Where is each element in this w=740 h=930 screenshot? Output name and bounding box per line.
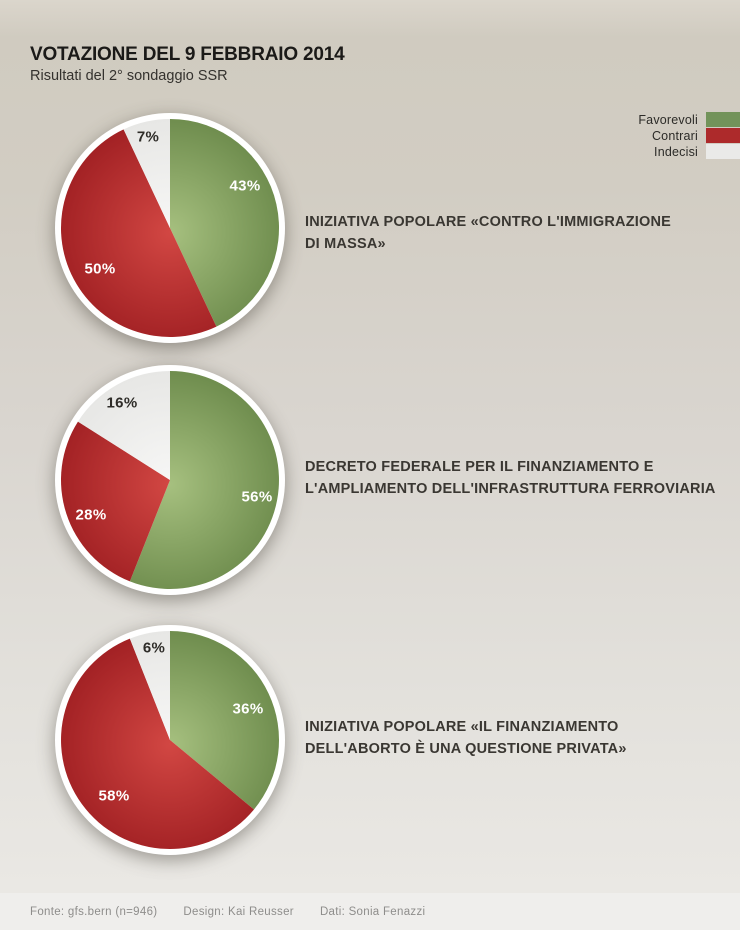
legend-label-contrari: Contrari bbox=[651, 128, 698, 143]
pie-chart-immigrazione-svg bbox=[55, 113, 285, 343]
legend-swatch-favorevoli-icon bbox=[706, 112, 740, 127]
chart-title-line: INIZIATIVA POPOLARE «CONTRO L'IMMIGRAZIO… bbox=[305, 214, 672, 230]
chart-title-line: DECRETO FEDERALE PER IL FINANZIAMENTO E bbox=[305, 459, 654, 475]
legend-label-favorevoli: Favorevoli bbox=[638, 112, 698, 127]
legend-swatch-contrari-icon bbox=[706, 128, 740, 143]
chart-title-line: INIZIATIVA POPOLARE «IL FINANZIAMENTO bbox=[305, 719, 619, 735]
pie-label-favorevoli: 43% bbox=[229, 177, 261, 195]
pie-chart-aborto-svg bbox=[55, 625, 285, 855]
legend-row-indecisi: Indecisi bbox=[638, 144, 740, 159]
pie-chart-ferroviaria: 56% 28% 16% bbox=[55, 365, 285, 595]
page-title: VOTAZIONE DEL 9 FEBBRAIO 2014 bbox=[30, 44, 345, 65]
legend-label-indecisi: Indecisi bbox=[654, 144, 698, 159]
chart-title-immigrazione: INIZIATIVA POPOLARE «CONTRO L'IMMIGRAZIO… bbox=[305, 212, 735, 255]
legend-row-favorevoli: Favorevoli bbox=[638, 112, 740, 127]
legend-row-contrari: Contrari bbox=[638, 128, 740, 143]
pie-chart-immigrazione: 43% 50% 7% bbox=[55, 113, 285, 343]
footer-design: Design: Kai Reusser bbox=[183, 905, 294, 918]
pie-label-contrari: 50% bbox=[84, 260, 116, 278]
chart-title-line: DELL'ABORTO È UNA QUESTIONE PRIVATA» bbox=[305, 740, 627, 757]
pie-label-favorevoli: 56% bbox=[241, 488, 273, 506]
pie-label-contrari: 28% bbox=[75, 506, 107, 524]
legend-swatch-indecisi-icon bbox=[706, 144, 740, 159]
footer: Fonte: gfs.bern (n=946) Design: Kai Reus… bbox=[0, 893, 740, 930]
chart-title-aborto: INIZIATIVA POPOLARE «IL FINANZIAMENTO DE… bbox=[305, 717, 735, 760]
footer-source: Fonte: gfs.bern (n=946) bbox=[30, 905, 158, 918]
chart-title-ferroviaria: DECRETO FEDERALE PER IL FINANZIAMENTO E … bbox=[305, 457, 735, 500]
page-subtitle: Risultati del 2° sondaggio SSR bbox=[30, 68, 228, 84]
footer-data: Dati: Sonia Fenazzi bbox=[319, 905, 426, 918]
pie-label-indecisi: 7% bbox=[136, 128, 160, 146]
legend: Favorevoli Contrari Indecisi bbox=[638, 112, 740, 160]
pie-chart-ferroviaria-svg bbox=[55, 365, 285, 595]
chart-title-line: DI MASSA» bbox=[305, 235, 386, 252]
pie-label-favorevoli: 36% bbox=[232, 700, 264, 718]
chart-title-line: L'AMPLIAMENTO DELL'INFRASTRUTTURA FERROV… bbox=[305, 480, 716, 497]
pie-chart-aborto: 36% 58% 6% bbox=[55, 625, 285, 855]
pie-label-indecisi: 16% bbox=[106, 394, 138, 412]
pie-label-contrari: 58% bbox=[98, 787, 130, 805]
pie-label-indecisi: 6% bbox=[142, 639, 166, 657]
